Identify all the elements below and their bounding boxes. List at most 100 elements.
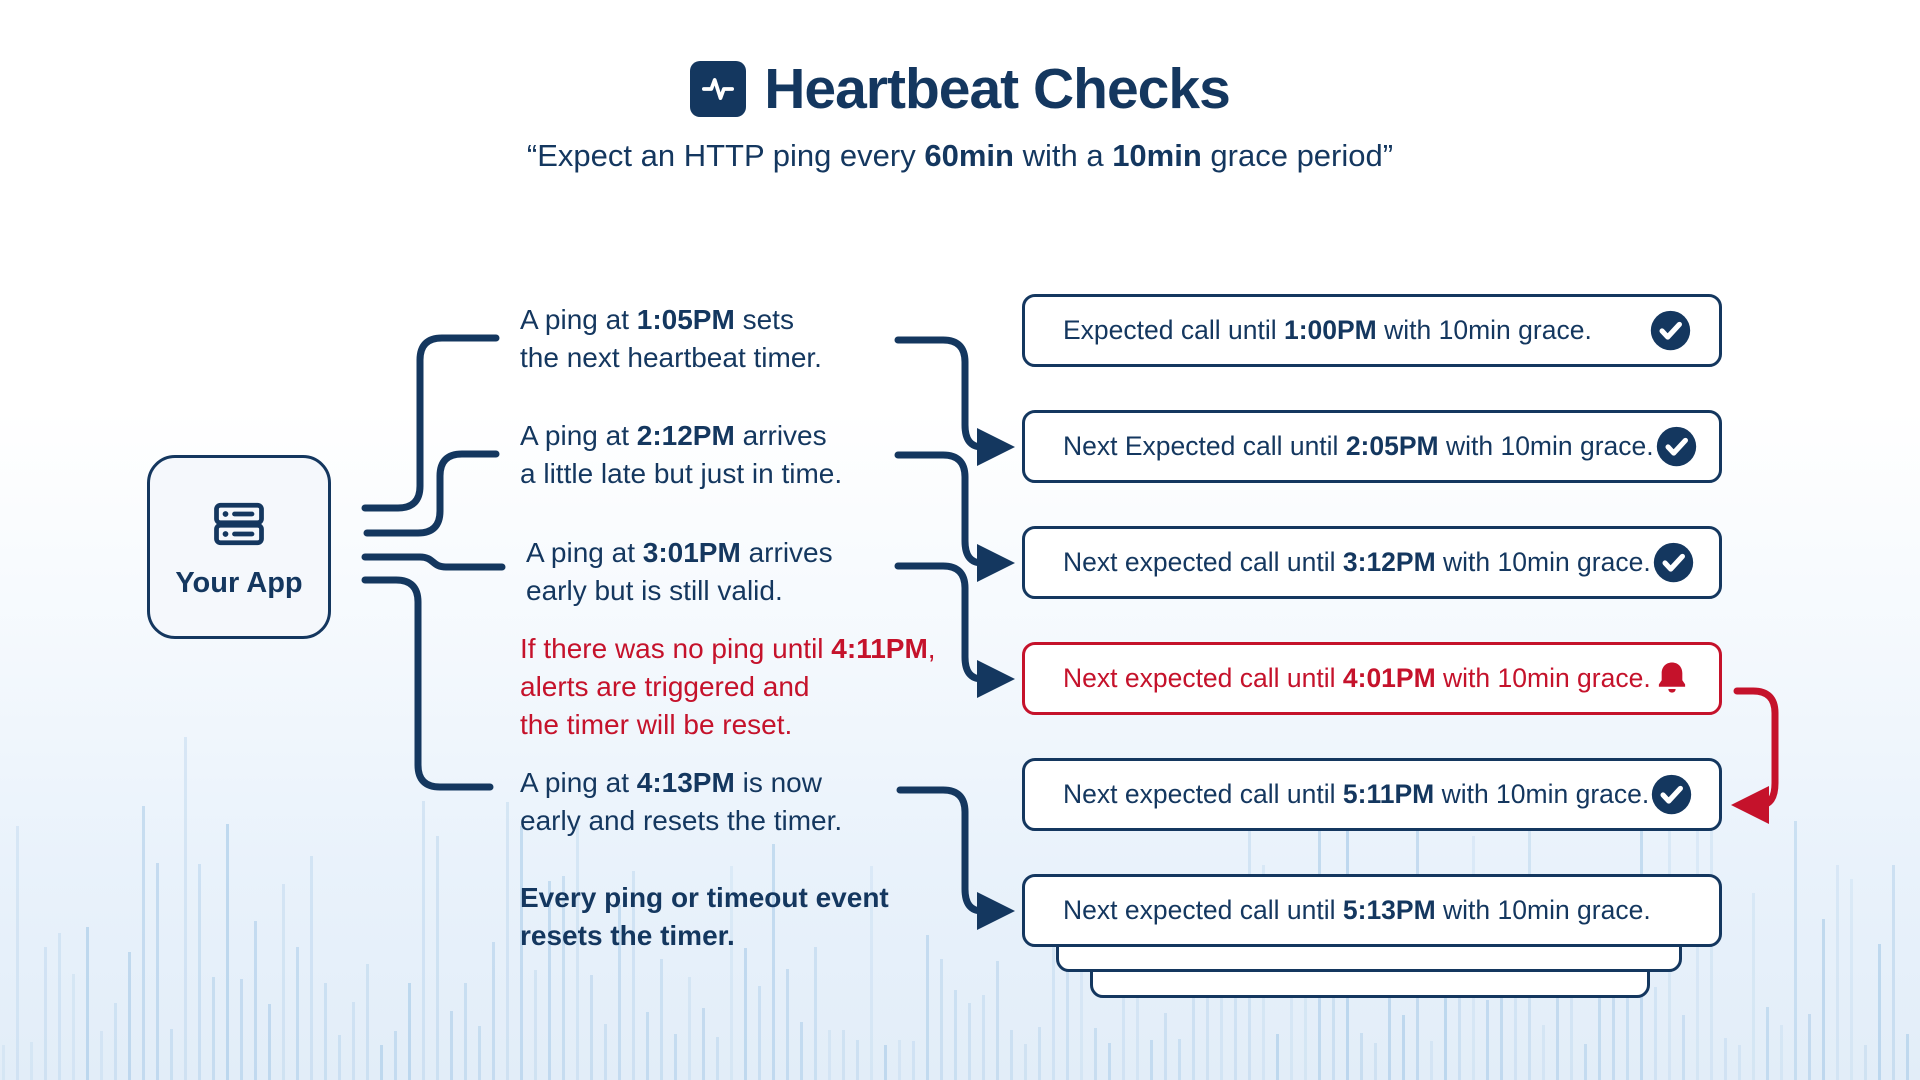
status-text-post: with 10min grace. — [1376, 315, 1592, 345]
waveform-bar — [1780, 1025, 1783, 1080]
subtitle-grace: 10min — [1112, 138, 1202, 173]
note-text: A ping at — [526, 537, 643, 568]
waveform-bar — [1052, 936, 1055, 1080]
waveform-bar — [1738, 1045, 1741, 1080]
note-reset-rule: Every ping or timeout event resets the t… — [520, 879, 889, 955]
waveform-bar — [1542, 1025, 1545, 1080]
page-header: Heartbeat Checks — [0, 56, 1920, 122]
note-ping-5: A ping at 4:13PM is now early and resets… — [520, 764, 842, 840]
subtitle-interval: 60min — [924, 138, 1014, 173]
waveform-bar — [1836, 865, 1839, 1080]
status-text-pre: Next expected call until — [1063, 663, 1343, 693]
waveform-bar — [1486, 1000, 1489, 1080]
page-title: Heartbeat Checks — [764, 57, 1231, 121]
note-timeout-alert: If there was no ping until 4:11PM, alert… — [520, 630, 936, 744]
waveform-bar — [310, 856, 313, 1080]
note-text: arrives a little late but just in time. — [520, 420, 843, 489]
note-text: A ping at — [520, 304, 637, 335]
waveform-bar — [408, 983, 411, 1080]
waveform-bar — [1038, 1027, 1041, 1080]
status-text: Next expected call until 5:13PM with 10m… — [1063, 895, 1651, 926]
status-box-3: Next expected call until 3:12PM with 10m… — [1022, 526, 1722, 599]
waveform-bar — [1430, 1041, 1433, 1080]
waveform-bar — [1724, 1038, 1727, 1080]
waveform-bar — [1878, 944, 1881, 1080]
waveform-bar — [114, 1003, 117, 1080]
waveform-bar — [86, 927, 89, 1080]
note-ping-1: A ping at 1:05PM sets the next heartbeat… — [520, 301, 822, 377]
waveform-bar — [1808, 1014, 1811, 1080]
waveform-bar — [324, 983, 327, 1080]
waveform-bar — [1374, 1043, 1377, 1080]
waveform-bar — [1696, 823, 1699, 1080]
waveform-bar — [884, 1045, 887, 1080]
waveform-bar — [1444, 971, 1447, 1080]
waveform-bar — [1598, 963, 1601, 1080]
waveform-bar — [478, 1026, 481, 1080]
waveform-bar — [1290, 955, 1293, 1080]
status-text-pre: Next expected call until — [1063, 895, 1343, 925]
status-text-pre: Next expected call until — [1063, 779, 1343, 809]
note-time: 2:12PM — [636, 420, 735, 451]
status-box-2: Next Expected call until 2:05PM with 10m… — [1022, 410, 1722, 483]
waveform-bar — [422, 801, 425, 1080]
waveform-bar — [968, 1003, 971, 1080]
waveform-bar — [1500, 943, 1503, 1080]
status-text-pre: Expected call until — [1063, 315, 1284, 345]
waveform-bar — [1906, 1034, 1909, 1080]
waveform-bar — [1276, 1034, 1279, 1080]
connector-app-to-note2 — [363, 450, 500, 537]
note-time: 1:05PM — [636, 304, 735, 335]
status-time: 3:12PM — [1342, 547, 1436, 577]
connector-note2-to-box3 — [894, 451, 986, 567]
status-text: Next expected call until 4:01PM with 10m… — [1063, 663, 1651, 694]
check-circle-icon — [1648, 308, 1693, 353]
waveform-bar — [268, 1004, 271, 1080]
waveform-bar — [30, 1042, 33, 1080]
arrowhead-box3 — [977, 544, 1015, 582]
server-icon — [209, 494, 269, 559]
waveform-bar — [534, 970, 537, 1080]
status-text-pre: Next Expected call until — [1063, 431, 1346, 461]
waveform-bar — [1010, 1030, 1013, 1080]
waveform-bar — [506, 802, 509, 1080]
waveform-bar — [954, 990, 957, 1080]
waveform-bar — [688, 977, 691, 1080]
waveform-bar — [926, 935, 929, 1080]
waveform-bar — [1164, 1013, 1167, 1080]
waveform-bar — [198, 864, 201, 1080]
waveform-bar — [1402, 1015, 1405, 1080]
waveform-bar — [156, 863, 159, 1080]
your-app-label: Your App — [175, 567, 303, 599]
waveform-bar — [366, 964, 369, 1080]
waveform-bar — [716, 1037, 719, 1080]
subtitle-text: grace period” — [1201, 138, 1394, 173]
waveform-bar — [1388, 965, 1391, 1080]
waveform-bar — [492, 942, 495, 1080]
waveform-bar — [1794, 821, 1797, 1080]
waveform-bar — [184, 737, 187, 1080]
waveform-bar — [1458, 963, 1461, 1080]
status-text-pre: Next expected call until — [1063, 547, 1343, 577]
note-time: 4:13PM — [636, 767, 735, 798]
note-text: , alerts are triggered and the timer wil… — [520, 633, 936, 740]
note-ping-2: A ping at 2:12PM arrives a little late b… — [520, 417, 842, 493]
waveform-bar — [352, 1002, 355, 1080]
waveform-bar — [632, 871, 635, 1080]
waveform-bar — [394, 1031, 397, 1080]
waveform-bar — [128, 952, 131, 1080]
waveform-bar — [1612, 974, 1615, 1080]
subtitle-text: “Expect an HTTP ping every — [526, 138, 925, 173]
status-time: 5:11PM — [1342, 779, 1435, 809]
status-text: Next Expected call until 2:05PM with 10m… — [1063, 431, 1654, 462]
connector-app-to-note3 — [361, 553, 506, 571]
waveform-bar — [436, 836, 439, 1080]
note-text: Every ping or timeout event resets the t… — [520, 882, 889, 951]
waveform-bar — [590, 975, 593, 1080]
waveform-bar — [548, 881, 551, 1080]
waveform-bar — [828, 1030, 831, 1080]
waveform-bar — [618, 905, 621, 1080]
note-text: A ping at — [520, 420, 637, 451]
waveform-bar — [1220, 997, 1223, 1080]
